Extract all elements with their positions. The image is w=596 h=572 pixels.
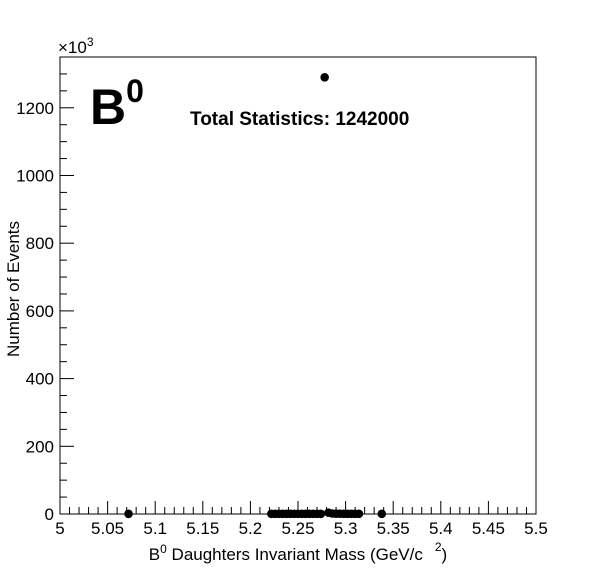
y-axis: 0 200 400 600 800 1000 1200 [16, 56, 74, 524]
x-tick-label: 5.05 [91, 519, 124, 538]
y-multiplier: ×103 [58, 35, 94, 57]
data-point [320, 73, 329, 82]
y-axis-title: Number of Events [4, 221, 23, 357]
x-tick-label: 5.25 [281, 519, 314, 538]
particle-label: B0 [90, 73, 144, 135]
data-points [124, 73, 387, 519]
data-point [354, 509, 364, 519]
x-tick-label: 5.35 [377, 519, 410, 538]
x-tick-label: 5.1 [143, 519, 167, 538]
data-point [124, 509, 133, 519]
x-tick-label: 5.4 [429, 519, 453, 538]
x-tick-label: 5 [55, 519, 64, 538]
x-tick-label: 5.3 [334, 519, 358, 538]
y-tick-label: 1200 [16, 99, 54, 118]
x-tick-label: 5.45 [472, 519, 505, 538]
x-axis: 5 5.05 5.1 5.15 5.2 5.25 5.3 5.35 5.4 5.45 5.5 [55, 501, 548, 538]
y-tick-label: 400 [26, 370, 54, 389]
y-tick-label: 0 [45, 505, 54, 524]
x-tick-label: 5.5 [524, 519, 548, 538]
x-tick-label: 5.2 [239, 519, 263, 538]
x-axis-title: B0 Daughters Invariant Mass (GeV/c 2) [149, 540, 447, 564]
y-tick-label: 200 [26, 437, 54, 456]
y-tick-label: 600 [26, 302, 54, 321]
y-tick-label: 800 [26, 234, 54, 253]
y-tick-label: 1000 [16, 166, 54, 185]
x-tick-label: 5.15 [186, 519, 219, 538]
data-point [377, 509, 387, 519]
data-point [316, 509, 326, 519]
total-statistics-annotation: Total Statistics: 1242000 [190, 109, 409, 130]
